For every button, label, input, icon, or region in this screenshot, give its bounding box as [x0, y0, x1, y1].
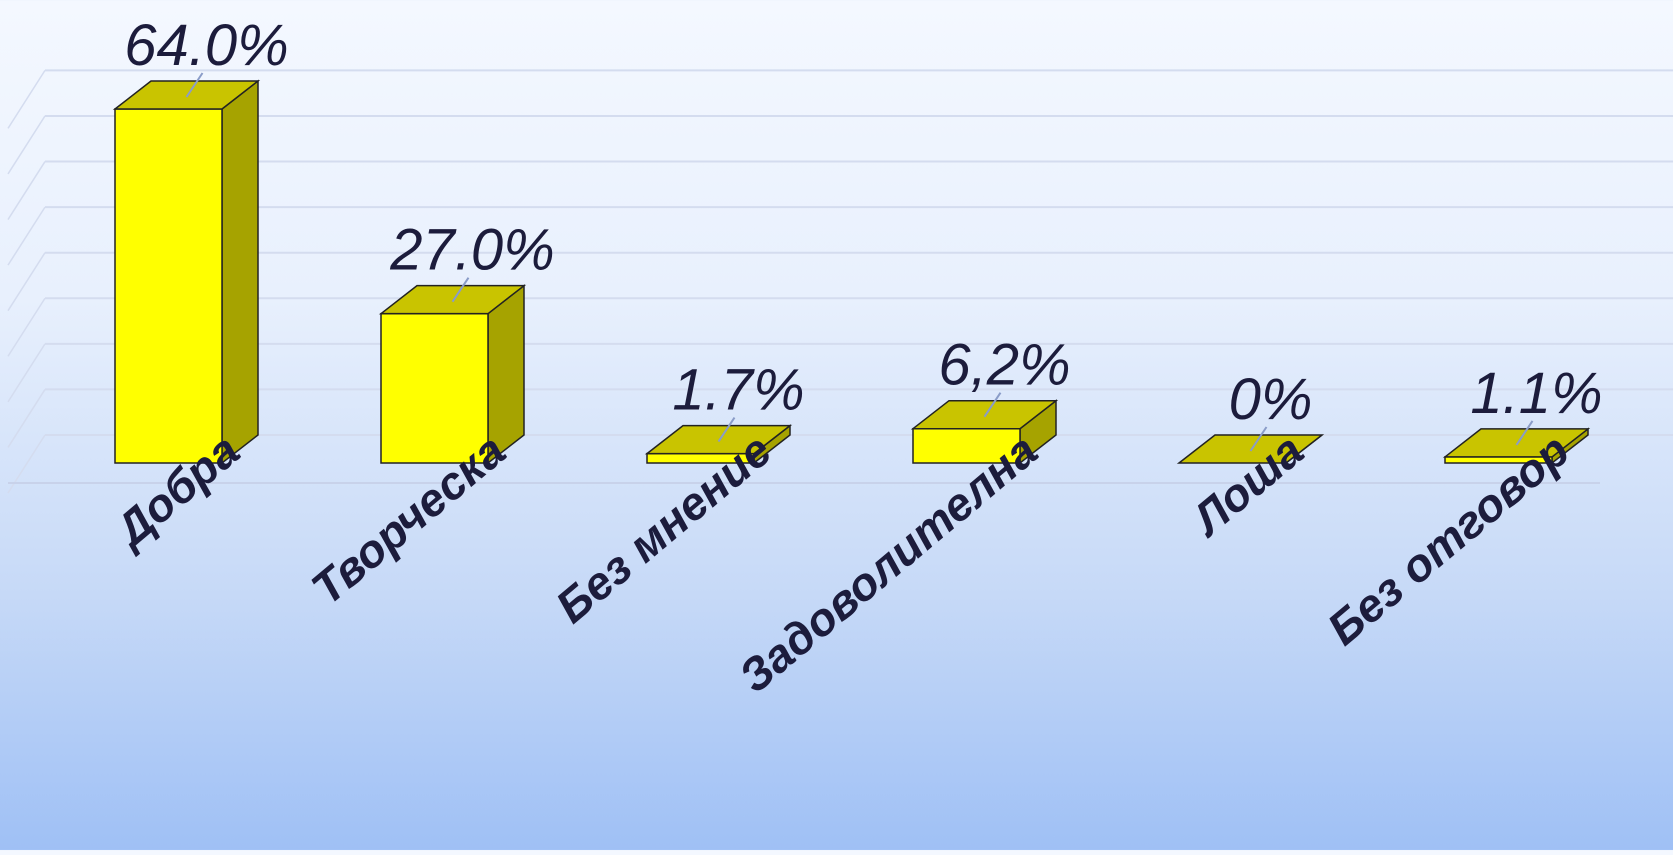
gridline-side — [7, 206, 46, 266]
value-label: 1.1% — [1470, 361, 1602, 426]
bar-front — [912, 427, 1021, 464]
value-leader-line — [983, 392, 1002, 418]
value-leader-line — [185, 72, 204, 98]
bar-top — [112, 80, 261, 110]
value-label: 6,2% — [938, 333, 1070, 398]
bar-front — [380, 312, 489, 464]
gridline-side — [7, 161, 46, 220]
gridlines — [7, 69, 1673, 494]
value-leader-line — [1515, 420, 1534, 446]
bar — [1176, 426, 1325, 464]
bar-side — [487, 284, 525, 465]
value-label: 1.7% — [672, 358, 804, 423]
bar-top — [1442, 428, 1591, 458]
value-leader-line — [1249, 426, 1268, 452]
gridline-side — [7, 343, 46, 403]
bar-front — [114, 108, 223, 464]
bar — [1442, 420, 1591, 465]
bar-side — [221, 79, 259, 465]
bar — [644, 417, 793, 465]
value-label: 64.0% — [124, 13, 288, 78]
bar-top — [910, 399, 1059, 430]
bar-top — [644, 424, 793, 455]
gridline-side — [7, 434, 46, 494]
gridline-side — [7, 115, 46, 175]
value-labels-group: 64.0% 27.0% 1.7% 6,2% 0% 1.1% — [124, 13, 1602, 432]
bars-group — [112, 72, 1591, 465]
gridline-side — [7, 69, 46, 129]
bar-top — [1176, 434, 1325, 464]
bar — [378, 277, 527, 465]
value-label: 0% — [1229, 367, 1313, 432]
bar — [112, 72, 261, 465]
value-label: 27.0% — [389, 218, 554, 283]
value-leader-line — [717, 417, 736, 443]
gridline-side — [7, 389, 46, 448]
value-leader-line — [451, 277, 470, 303]
gridline-side — [7, 297, 46, 357]
bar-top — [378, 284, 527, 315]
bar — [910, 392, 1059, 465]
gridline-side — [7, 252, 46, 312]
